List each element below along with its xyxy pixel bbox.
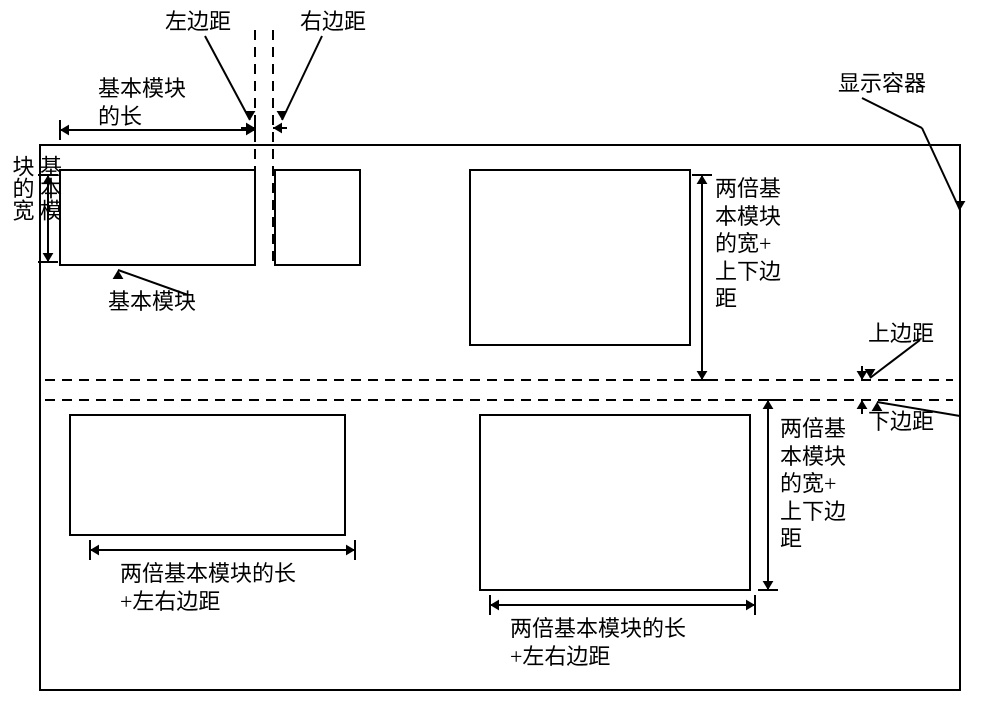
diagram-stage: 左边距 右边距 基本模块 的长 基本模 块的宽 基本模块 显示容器 两倍基 本模…	[0, 0, 1000, 701]
label-container: 显示容器	[838, 70, 926, 98]
label-right-margin: 右边距	[300, 8, 366, 36]
label-dbl-len-l: 两倍基本模块的长 +左右边距	[120, 560, 296, 615]
label-left-margin: 左边距	[165, 8, 231, 36]
label-basic-w: 基本模 块的宽	[8, 155, 63, 221]
label-bot-margin: 下边距	[868, 408, 934, 436]
label-top-margin: 上边距	[868, 320, 934, 348]
label-dbl-w-2: 两倍基 本模块 的宽+ 上下边 距	[780, 415, 846, 553]
label-basic: 基本模块	[108, 288, 196, 316]
label-dbl-w-1: 两倍基 本模块 的宽+ 上下边 距	[715, 175, 781, 313]
label-basic-len: 基本模块 的长	[98, 75, 186, 130]
label-dbl-len-r: 两倍基本模块的长 +左右边距	[510, 615, 686, 670]
